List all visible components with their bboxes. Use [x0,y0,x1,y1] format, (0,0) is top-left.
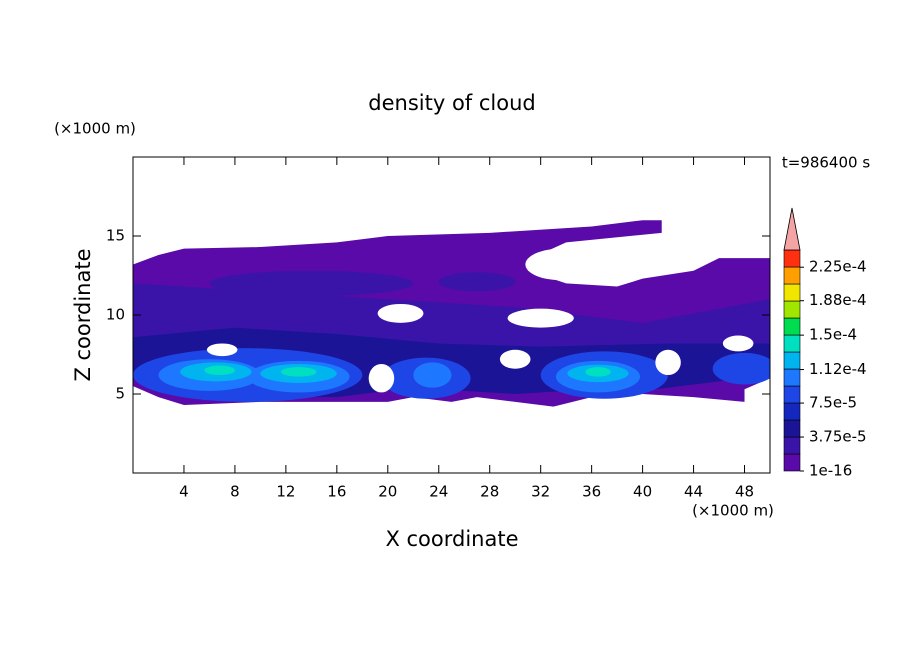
empty-region [368,363,395,393]
chart-title: density of cloud [368,91,535,115]
colorbar-tick-label: 7.5e-5 [809,394,857,412]
x-unit: (×1000 m) [692,502,774,520]
x-tick-label: 32 [531,483,550,501]
x-axis-label: X coordinate [385,527,518,551]
empty-region [722,335,754,352]
colorbar-box [783,368,801,387]
plot-area [133,220,770,407]
contour-fill [133,283,770,363]
empty-region [377,303,424,323]
x-tick-label: 40 [633,483,652,501]
x-tick-label: 24 [429,483,448,501]
colorbar-box [783,283,801,302]
x-tick-label: 12 [276,483,295,501]
y-tick-label: 15 [106,227,125,245]
contour-fill [204,365,235,376]
empty-region [499,349,531,369]
empty-region [507,308,574,328]
contour-fill [438,272,516,292]
x-tick-label: 48 [735,483,754,501]
y-tick-label: 5 [115,385,125,403]
empty-region [206,343,238,357]
x-tick-label: 4 [179,483,189,501]
contour-fill [209,270,414,297]
x-tick-label: 44 [684,483,703,501]
x-tick-label: 20 [378,483,397,501]
y-axis-label: Z coordinate [71,248,95,381]
colorbar-tick-label: 1e-16 [809,462,852,480]
colorbar-box [783,317,801,336]
empty-region [655,349,681,376]
colorbar-box [783,266,801,285]
contour-fill [585,367,611,377]
annotation: t=986400 s [782,154,870,172]
empty-region [525,248,597,281]
colorbar-box [783,334,801,353]
colorbar-box [783,453,801,472]
x-tick-label: 28 [480,483,499,501]
x-tick-label: 36 [582,483,601,501]
colorbar-box [783,385,801,404]
colorbar-box [783,249,801,268]
colorbar-tick-label: 3.75e-5 [809,428,867,446]
colorbar-box [783,402,801,421]
y-unit: (×1000 m) [54,120,136,138]
contour-fill [280,367,317,377]
x-tick-label: 16 [327,483,346,501]
colorbar-box [783,300,801,319]
colorbar-tick-label: 1.88e-4 [809,291,867,309]
colorbar-tick-label: 1.12e-4 [809,360,867,378]
colorbar-extend [783,207,801,251]
colorbar-box [783,419,801,438]
colorbar-box [783,351,801,370]
colorbar-tick-label: 1.5e-4 [809,326,857,344]
y-tick-label: 10 [106,306,125,324]
contour-fill [413,362,452,388]
colorbar-tick-label: 2.25e-4 [809,258,867,276]
contour-fill [712,352,770,385]
colorbar-box [783,436,801,455]
x-tick-label: 8 [230,483,240,501]
